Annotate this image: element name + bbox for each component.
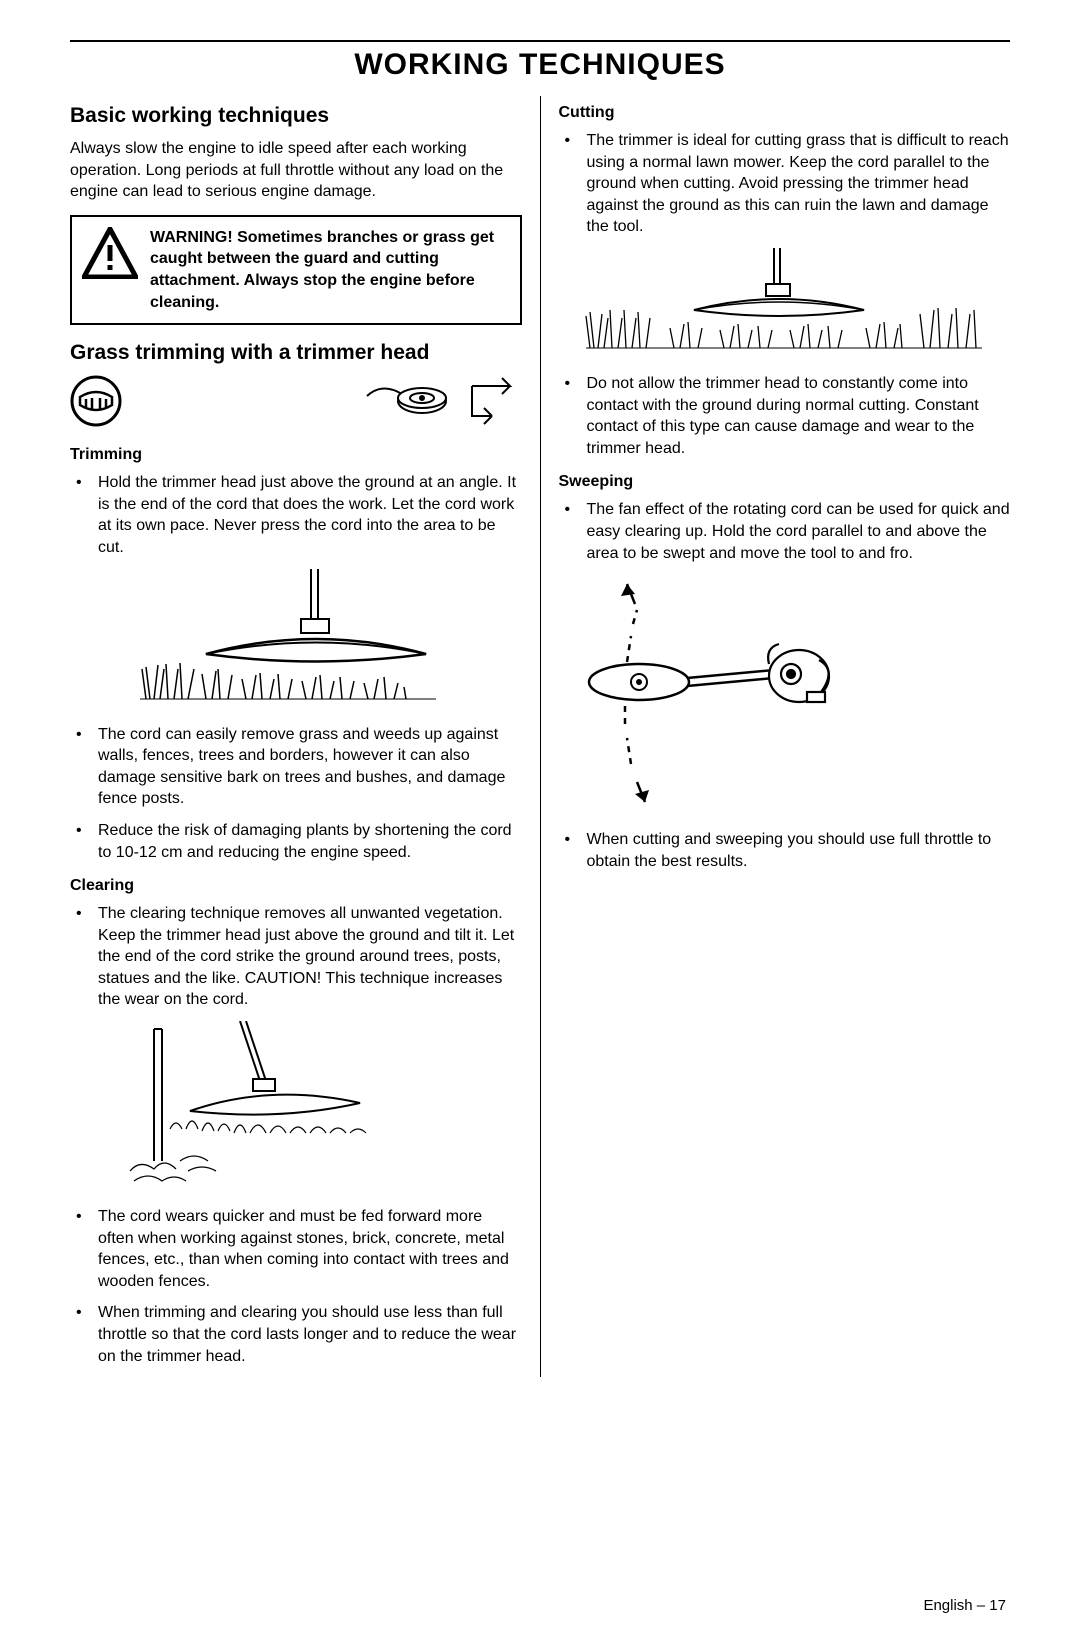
list-sweeping: The fan effect of the rotating cord can …	[559, 499, 1011, 564]
list-item: The clearing technique removes all unwan…	[70, 903, 522, 1011]
list-item: The trimmer is ideal for cutting grass t…	[559, 130, 1011, 238]
heading-trimming: Trimming	[70, 446, 522, 464]
spool-tap-icon	[362, 376, 522, 431]
list-clearing-2: The cord wears quicker and must be fed f…	[70, 1206, 522, 1367]
heading-basic: Basic working techniques	[70, 104, 522, 128]
list-item: When trimming and clearing you should us…	[70, 1302, 522, 1367]
list-item: When cutting and sweeping you should use…	[559, 829, 1011, 872]
list-trimming-2: The cord can easily remove grass and wee…	[70, 724, 522, 864]
list-item: Reduce the risk of damaging plants by sh…	[70, 820, 522, 863]
list-item: The cord wears quicker and must be fed f…	[70, 1206, 522, 1292]
list-item: The cord can easily remove grass and wee…	[70, 724, 522, 810]
para-basic: Always slow the engine to idle speed aft…	[70, 138, 522, 203]
figure-trimming	[70, 569, 522, 714]
visor-icon	[70, 375, 122, 432]
icon-row	[70, 375, 522, 432]
list-item: The fan effect of the rotating cord can …	[559, 499, 1011, 564]
list-item: Do not allow the trimmer head to constan…	[559, 373, 1011, 459]
column-left: Basic working techniques Always slow the…	[70, 96, 541, 1377]
warning-icon	[82, 227, 138, 279]
heading-cutting: Cutting	[559, 104, 1011, 122]
rule-top	[70, 40, 1010, 42]
heading-grass: Grass trimming with a trimmer head	[70, 341, 522, 365]
figure-cutting	[559, 248, 1011, 363]
list-trimming: Hold the trimmer head just above the gro…	[70, 472, 522, 558]
heading-clearing: Clearing	[70, 877, 522, 895]
warning-box: WARNING! Sometimes branches or grass get…	[70, 215, 522, 325]
list-item: Hold the trimmer head just above the gro…	[70, 472, 522, 558]
list-clearing: The clearing technique removes all unwan…	[70, 903, 522, 1011]
list-cutting-2: Do not allow the trimmer head to constan…	[559, 373, 1011, 459]
columns: Basic working techniques Always slow the…	[70, 96, 1010, 1377]
page: WORKING TECHNIQUES Basic working techniq…	[0, 0, 1080, 1644]
figure-sweeping	[559, 574, 1011, 819]
page-title: WORKING TECHNIQUES	[70, 48, 1010, 82]
figure-clearing	[70, 1021, 522, 1196]
list-cutting: The trimmer is ideal for cutting grass t…	[559, 130, 1011, 238]
page-footer: English – 17	[70, 1597, 1010, 1614]
heading-sweeping: Sweeping	[559, 473, 1011, 491]
column-right: Cutting The trimmer is ideal for cutting…	[541, 96, 1011, 1377]
list-sweeping-2: When cutting and sweeping you should use…	[559, 829, 1011, 872]
warning-text: WARNING! Sometimes branches or grass get…	[150, 227, 510, 313]
